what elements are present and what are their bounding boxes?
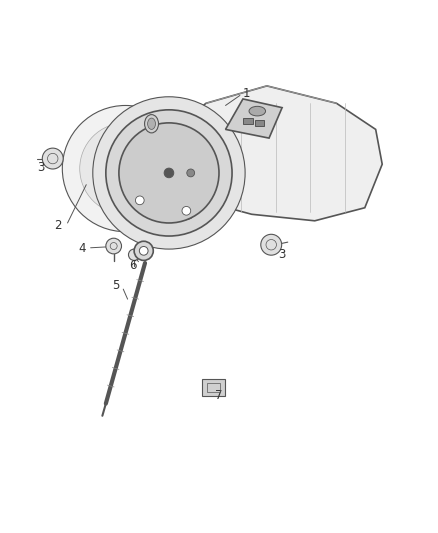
- Bar: [254, 120, 264, 126]
- Bar: [207, 383, 220, 392]
- Bar: [202, 379, 225, 396]
- Circle shape: [182, 206, 191, 215]
- Ellipse shape: [145, 115, 159, 133]
- Circle shape: [119, 123, 219, 223]
- Circle shape: [62, 106, 188, 232]
- Circle shape: [128, 249, 140, 261]
- Circle shape: [93, 97, 245, 249]
- Text: 4: 4: [78, 242, 86, 255]
- Circle shape: [42, 148, 63, 169]
- Text: 6: 6: [130, 259, 137, 272]
- Text: 3: 3: [37, 161, 44, 174]
- Text: 7: 7: [215, 389, 223, 402]
- Text: 5: 5: [112, 279, 119, 292]
- Circle shape: [187, 169, 194, 177]
- Circle shape: [139, 246, 148, 255]
- Polygon shape: [162, 86, 382, 221]
- Ellipse shape: [249, 107, 265, 116]
- Circle shape: [134, 241, 153, 261]
- Circle shape: [80, 123, 171, 214]
- Circle shape: [106, 110, 232, 236]
- Bar: [243, 118, 253, 124]
- Circle shape: [131, 192, 148, 209]
- Text: 3: 3: [278, 248, 286, 261]
- Circle shape: [135, 196, 144, 205]
- Circle shape: [261, 235, 282, 255]
- Text: 1: 1: [242, 87, 250, 100]
- Circle shape: [106, 238, 121, 254]
- Circle shape: [178, 202, 195, 220]
- Ellipse shape: [148, 118, 155, 130]
- Polygon shape: [226, 99, 282, 138]
- Circle shape: [164, 168, 174, 177]
- Text: 2: 2: [54, 219, 62, 232]
